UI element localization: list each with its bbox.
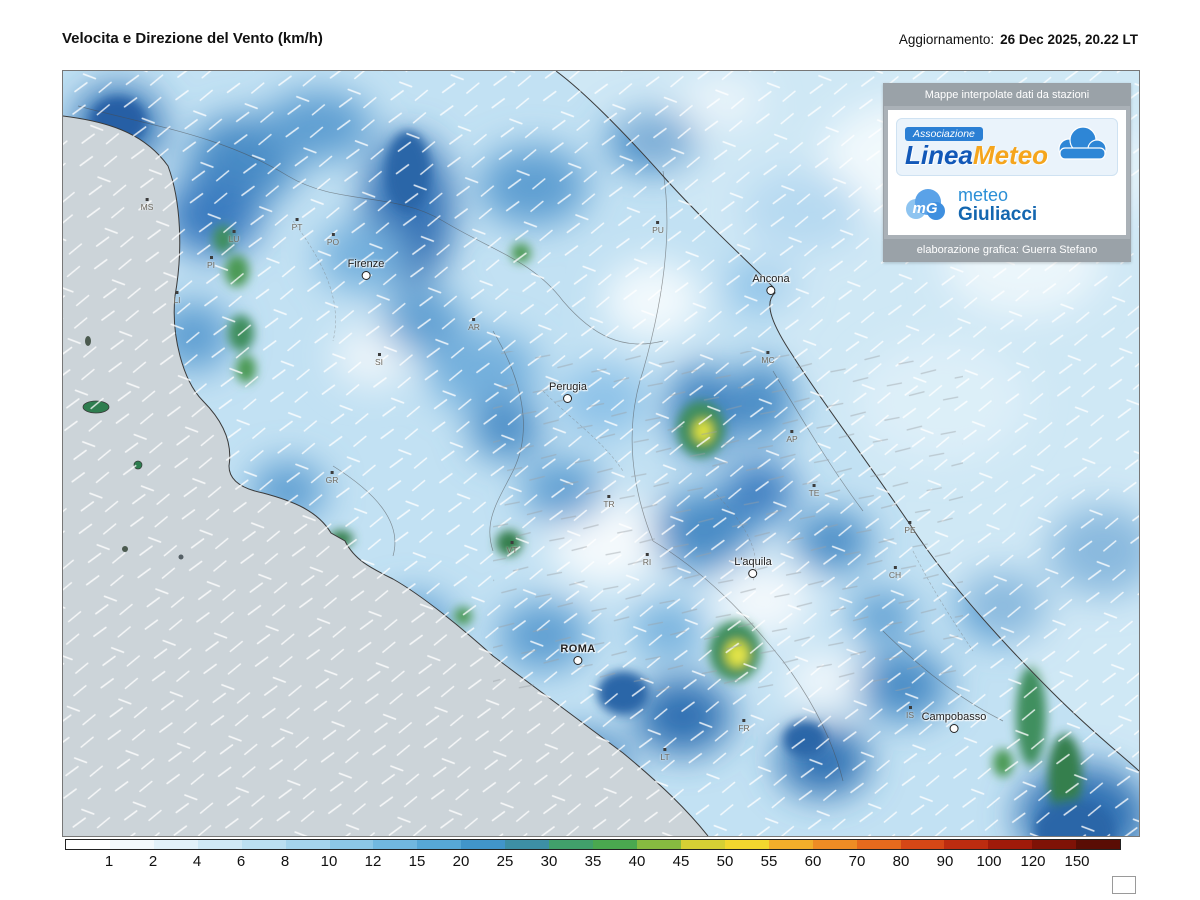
giuliacci-cloud-icon: mG	[906, 189, 945, 221]
legend-segment	[900, 840, 945, 849]
legend-value: 2	[148, 853, 158, 870]
legend-segment	[153, 840, 198, 849]
lineameteo-association-label: Associazione	[905, 127, 983, 141]
legend-segment	[593, 840, 637, 849]
legend-segment	[373, 840, 418, 849]
legend-segment	[680, 840, 725, 849]
legend-segment	[724, 840, 769, 849]
legend-value: 1	[104, 853, 114, 870]
legend-value: 100	[976, 853, 1002, 870]
lineameteo-logo: Associazione LineaMeteo	[896, 118, 1118, 176]
legend-value: 35	[584, 853, 602, 870]
giuliacci-monogram: mG	[912, 200, 937, 217]
update-label: Aggiornamento:	[898, 32, 995, 47]
legend-segment	[417, 840, 462, 849]
wind-map: MS LU PT PO PI LI AR SI GR PU MC AP TE PE CH TR RI VT FR LT…	[62, 70, 1140, 837]
legend-segment	[505, 840, 550, 849]
legend-value: 150	[1064, 853, 1090, 870]
legend-segment	[768, 840, 813, 849]
legend-segment	[285, 840, 330, 849]
wind-speed-legend: 1 2 4 6 8 10 12 15 20 25 30 35 40 45 50 55 60 70 80 90 100 12…	[65, 839, 1121, 872]
legend-segment	[329, 840, 374, 849]
legend-segment	[944, 840, 989, 849]
legend-value: 8	[280, 853, 290, 870]
info-box-body: Associazione LineaMeteo	[888, 110, 1126, 235]
giuliacci-text-giuliacci: Giuliacci	[958, 203, 1038, 225]
legend-labels: 1 2 4 6 8 10 12 15 20 25 30 35 40 45 50 55 60 70 80 90 100 12…	[65, 850, 1121, 872]
legend-value: 20	[452, 853, 470, 870]
update-info: Aggiornamento: 26 Dec 2025, 20.22 LT	[899, 32, 1138, 47]
legend-segment	[241, 840, 286, 849]
info-box-header: Mappe interpolate dati da stazioni	[884, 84, 1130, 106]
legend-segment	[1076, 840, 1121, 849]
legend-value: 4	[192, 853, 202, 870]
legend-value: 120	[1020, 853, 1046, 870]
legend-segment	[109, 840, 154, 849]
legend-segment	[988, 840, 1033, 849]
giuliacci-text-meteo: meteo	[958, 185, 1009, 205]
legend-segment	[461, 840, 506, 849]
legend-segment	[812, 840, 857, 849]
legend-segment	[1032, 840, 1077, 849]
legend-value: 12	[364, 853, 382, 870]
cloud-icon	[1058, 126, 1107, 160]
info-box-credit: elaborazione grafica: Guerra Stefano	[884, 238, 1130, 261]
legend-value: 40	[628, 853, 646, 870]
legend-value: 80	[892, 853, 910, 870]
update-value: 26 Dec 2025, 20.22 LT	[1000, 32, 1138, 47]
legend-segment	[856, 840, 901, 849]
legend-value: 70	[848, 853, 866, 870]
legend-segment	[549, 840, 594, 849]
legend-value: 55	[760, 853, 778, 870]
legend-segment	[197, 840, 242, 849]
page-title: Velocita e Direzione del Vento (km/h)	[62, 30, 323, 47]
giuliacci-logo: mG meteo Giuliacci	[896, 186, 1118, 225]
legend-value: 60	[804, 853, 822, 870]
legend-value: 25	[496, 853, 514, 870]
legend-value: 90	[936, 853, 954, 870]
legend-bar	[65, 839, 1121, 850]
lineameteo-name-meteo: Meteo	[972, 140, 1049, 170]
legend-value: 6	[236, 853, 246, 870]
legend-value: 50	[716, 853, 734, 870]
legend-value: 15	[408, 853, 426, 870]
corner-box	[1112, 876, 1136, 894]
legend-value: 45	[672, 853, 690, 870]
legend-value: 30	[540, 853, 558, 870]
lineameteo-name-linea: Linea	[905, 140, 973, 170]
legend-value: 10	[320, 853, 338, 870]
legend-segment	[636, 840, 681, 849]
info-box: Mappe interpolate dati da stazioni Assoc…	[883, 83, 1131, 262]
legend-segment	[66, 840, 110, 849]
